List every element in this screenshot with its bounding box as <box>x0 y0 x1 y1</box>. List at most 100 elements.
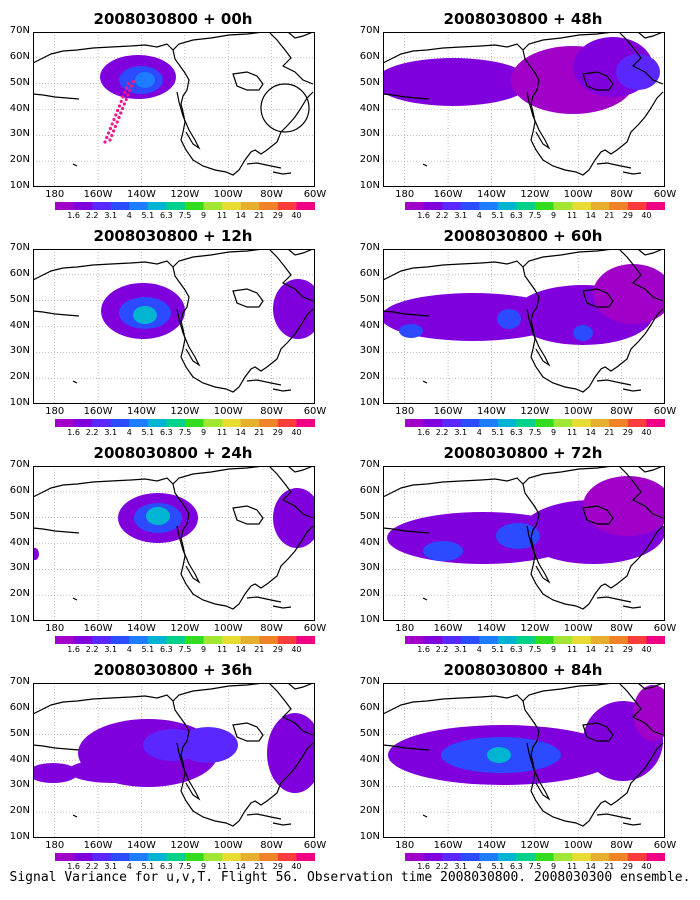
colorbar-label: 9 <box>201 862 207 871</box>
colorbar-swatch <box>627 636 647 644</box>
y-tick-label: 70N <box>359 459 380 470</box>
panel-title: 2008030800 + 60h <box>443 227 603 245</box>
colorbar-label: 7.5 <box>178 428 192 437</box>
y-tick-label: 60N <box>359 701 380 713</box>
y-tick-label: 60N <box>359 267 380 279</box>
colorbar-label: 3.1 <box>454 645 468 654</box>
y-tick-label: 10N <box>9 397 30 408</box>
colorbar-swatch <box>516 636 536 644</box>
coastline <box>287 466 314 473</box>
colorbar-label: 2.2 <box>85 211 99 220</box>
colorbar-swatch <box>479 853 499 861</box>
x-tick-label: 60W <box>303 623 327 634</box>
y-tick-label: 40N <box>9 753 30 765</box>
coastline <box>526 525 551 584</box>
x-tick-label: 140W <box>126 406 156 417</box>
panel-title: 2008030800 + 48h <box>443 10 603 28</box>
map-panel <box>383 466 665 621</box>
y-tick-label: 40N <box>9 102 30 114</box>
colorbar-label: 2.2 <box>435 862 449 871</box>
map-panel <box>33 466 315 621</box>
colorbar-swatch <box>516 853 536 861</box>
coastline <box>268 249 314 302</box>
x-tick-label: 60W <box>653 840 677 851</box>
coastline <box>176 91 201 150</box>
coastline <box>383 310 430 317</box>
y-tick-label: 50N <box>359 727 380 739</box>
coastline <box>637 466 664 473</box>
coastline <box>72 163 78 167</box>
colorbar-swatch <box>203 636 223 644</box>
coastline <box>582 722 614 742</box>
colorbar-swatch <box>553 636 573 644</box>
y-tick-label: 60N <box>359 50 380 62</box>
y-tick-label: 20N <box>9 588 30 600</box>
y-tick-label: 10N <box>359 397 380 408</box>
colorbar-label: 29 <box>622 211 633 220</box>
x-tick-label: 100W <box>213 189 243 200</box>
colorbar-label: 11 <box>567 862 578 871</box>
colorbar-label: 7.5 <box>178 862 192 871</box>
y-tick-label: 40N <box>359 319 380 331</box>
colorbar-label: 29 <box>622 428 633 437</box>
coastline <box>72 814 78 818</box>
colorbar-label: 11 <box>567 211 578 220</box>
flight-track-dot <box>112 117 116 122</box>
variance-contour <box>593 264 665 324</box>
y-tick-label: 70N <box>9 676 30 687</box>
x-tick-label: 100W <box>213 840 243 851</box>
colorbar-swatch <box>553 419 573 427</box>
coastline <box>246 379 282 386</box>
coastline <box>176 308 201 367</box>
colorbar-swatch <box>55 202 75 210</box>
colorbar-label: 6.3 <box>160 862 173 871</box>
coastline <box>383 93 430 100</box>
colorbar-label: 1.6 <box>417 645 430 654</box>
coastline <box>232 288 264 308</box>
colorbar-swatch <box>222 853 242 861</box>
flight-track-dot <box>112 129 116 133</box>
colorbar-label: 1.6 <box>67 428 80 437</box>
colorbar-swatch <box>203 202 223 210</box>
colorbar-label: 14 <box>585 862 596 871</box>
coastline <box>176 742 201 801</box>
colorbar-swatch <box>166 202 186 210</box>
x-tick-label: 100W <box>563 406 593 417</box>
colorbar-swatch <box>166 636 186 644</box>
colorbar-label: 11 <box>567 645 578 654</box>
colorbar-label: 4 <box>126 862 132 871</box>
y-tick-label: 70N <box>359 676 380 687</box>
colorbar-swatch <box>203 419 223 427</box>
coastline <box>582 288 614 308</box>
colorbar-swatch <box>609 636 629 644</box>
colorbar-swatch <box>627 419 647 427</box>
y-tick-label: 20N <box>9 805 30 817</box>
colorbar-label: 4 <box>476 645 482 654</box>
colorbar-swatch <box>497 419 517 427</box>
x-tick-label: 160W <box>433 840 463 851</box>
variance-contour <box>267 713 315 793</box>
colorbar-swatch <box>296 202 315 210</box>
coastline <box>422 814 428 818</box>
colorbar <box>405 419 665 427</box>
panel-title: 2008030800 + 36h <box>93 661 253 679</box>
colorbar-swatch <box>73 202 93 210</box>
variance-contour <box>573 325 593 341</box>
coastline <box>526 308 551 367</box>
variance-contour <box>33 548 39 560</box>
colorbar-swatch <box>222 636 242 644</box>
variance-contour <box>273 488 315 548</box>
colorbar-label: 40 <box>641 645 652 654</box>
colorbar-swatch <box>627 853 647 861</box>
x-tick-label: 120W <box>520 623 550 634</box>
colorbar-swatch <box>460 419 480 427</box>
colorbar-swatch <box>277 419 297 427</box>
colorbar-swatch <box>259 202 279 210</box>
x-tick-label: 120W <box>170 189 200 200</box>
colorbar-label: 4 <box>476 428 482 437</box>
colorbar-label: 1.6 <box>67 862 80 871</box>
coastline <box>287 683 314 690</box>
panel-title: 2008030800 + 00h <box>93 10 253 28</box>
colorbar-label: 3.1 <box>454 428 468 437</box>
coastline <box>246 162 282 169</box>
